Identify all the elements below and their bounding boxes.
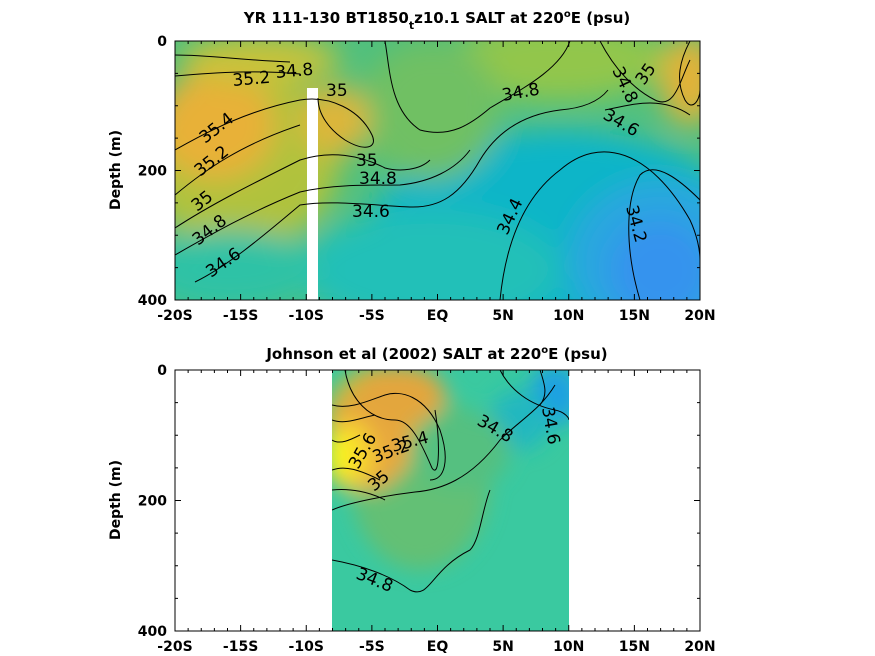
top-contours xyxy=(175,41,700,300)
bottom-y-tick-label: 400 xyxy=(138,624,167,640)
bottom-x-tick-label: -20S xyxy=(157,639,192,655)
bottom-x-axis: -20S -15S -10S -5S EQ 5N 10N 15N 20N xyxy=(157,370,716,655)
bottom-x-tick-label: -5S xyxy=(359,639,385,655)
top-x-tick-label: 10N xyxy=(553,308,584,324)
bottom-contours xyxy=(332,370,569,593)
top-panel: YR 111-130 BT1850tz10.1 SALT at 220oE (p… xyxy=(108,9,716,324)
top-heatmap-field xyxy=(175,41,700,300)
top-clabel: 34.6 xyxy=(352,202,390,222)
bottom-x-tick-label: EQ xyxy=(427,639,449,655)
top-y-axis: 0 200 400 xyxy=(138,34,700,309)
bottom-x-tick-label: -10S xyxy=(289,639,324,655)
top-y-axis-label: Depth (m) xyxy=(108,130,124,210)
bottom-x-tick-label: 20N xyxy=(684,639,715,655)
top-x-tick-label: -15S xyxy=(223,308,258,324)
top-x-axis: -20S -15S -10S -5S EQ 5N 10N 15N 20N xyxy=(157,41,716,324)
bottom-y-tick-label: 0 xyxy=(157,363,167,379)
top-y-tick-label: 0 xyxy=(157,34,167,50)
bottom-heatmap-field xyxy=(332,370,569,631)
bottom-y-axis-label: Depth (m) xyxy=(108,460,124,540)
bottom-x-tick-label: -15S xyxy=(223,639,258,655)
bottom-x-tick-label: 10N xyxy=(553,639,584,655)
top-y-tick-label: 400 xyxy=(138,293,167,309)
top-clabel: 35 xyxy=(356,151,378,171)
top-title: YR 111-130 BT1850tz10.1 SALT at 220oE (p… xyxy=(243,9,631,32)
top-x-tick-label: 5N xyxy=(492,308,513,324)
bottom-y-axis: 0 200 400 xyxy=(138,363,700,640)
top-clabel: 35.2 xyxy=(232,68,271,91)
top-x-tick-label: 20N xyxy=(684,308,715,324)
bottom-x-tick-label: 5N xyxy=(492,639,513,655)
bottom-y-tick-label: 200 xyxy=(138,494,167,510)
top-y-tick-label: 200 xyxy=(138,164,167,180)
bottom-panel: Johnson et al (2002) SALT at 220oE (psu) xyxy=(108,345,716,655)
top-x-tick-label: -5S xyxy=(359,308,385,324)
top-x-tick-label: -20S xyxy=(157,308,192,324)
top-x-tick-label: 15N xyxy=(619,308,650,324)
top-clabel: 34.8 xyxy=(275,60,314,83)
top-clabel: 34.8 xyxy=(359,169,397,189)
top-x-tick-label: EQ xyxy=(427,308,449,324)
top-x-tick-label: -10S xyxy=(289,308,324,324)
bottom-x-tick-label: 15N xyxy=(619,639,650,655)
bottom-title: Johnson et al (2002) SALT at 220oE (psu) xyxy=(265,345,607,363)
top-clabel: 35 xyxy=(326,81,348,101)
